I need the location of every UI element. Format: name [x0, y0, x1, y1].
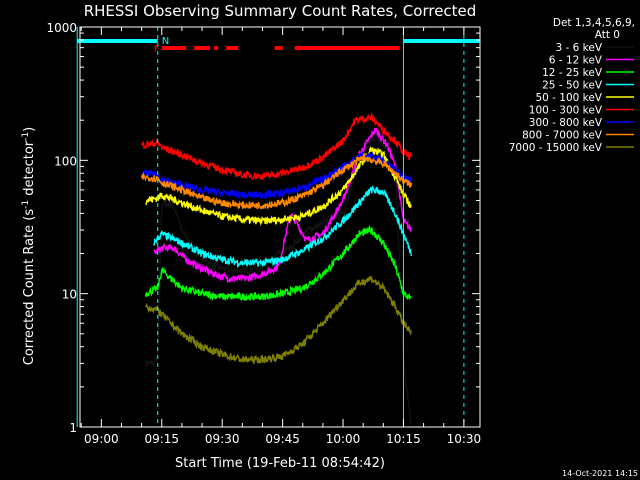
- x-tick-label-7: 10:30: [447, 432, 482, 446]
- night-flag-label: N: [162, 36, 169, 47]
- x-tick-label-5: 10:00: [326, 432, 361, 446]
- series-line-9: [145, 275, 412, 365]
- y-tick-label-3: 100: [54, 154, 77, 168]
- y-axis-label: Corrected Count Rate (s-1 detector-1): [21, 127, 37, 365]
- x-tick-label-1: 09:00: [84, 432, 119, 446]
- legend-label-1: 3 - 6 keV: [555, 42, 602, 54]
- series-line-6: [140, 112, 413, 181]
- x-axis-label: Start Time (19-Feb-11 08:54:42): [175, 456, 385, 471]
- legend-label-2: 6 - 12 keV: [549, 55, 603, 67]
- series-line-2: [153, 127, 413, 284]
- series-line-1: [145, 133, 412, 425]
- chart-title: RHESSI Observing Summary Count Rates, Co…: [84, 2, 477, 20]
- y-tick-label-1: 1: [69, 421, 77, 435]
- svg-text:Corrected Count Rate (s-1 dete: Corrected Count Rate (s-1 detector-1): [21, 127, 37, 365]
- legend-label-8: 800 - 7000 keV: [522, 130, 603, 142]
- x-tick-label-4: 09:45: [265, 432, 300, 446]
- x-tick-label-2: 09:15: [144, 432, 179, 446]
- series-line-8: [140, 152, 413, 210]
- flags-layer: FN: [76, 27, 480, 427]
- y-tick-label-2: 10: [62, 288, 77, 302]
- y-tick-label-4: 1000: [46, 21, 77, 35]
- legend-label-6: 100 - 300 keV: [529, 105, 603, 117]
- legend-label-4: 25 - 50 keV: [542, 80, 603, 92]
- plot-frame: [79, 26, 481, 428]
- series-layer: [140, 112, 413, 425]
- legend-label-3: 12 - 25 keV: [542, 67, 603, 79]
- legend-label-5: 50 - 100 keV: [535, 92, 602, 104]
- legend-label-9: 7000 - 15000 keV: [509, 142, 603, 154]
- legend-header-line-2: Att 0: [595, 29, 620, 41]
- flare-flag-label: F: [154, 44, 160, 55]
- plot-timestamp: 14-Oct-2021 14:15: [562, 469, 638, 478]
- x-tick-label-6: 10:15: [386, 432, 421, 446]
- legend-header-line-1: Det 1,3,4,5,6,9,: [553, 17, 635, 29]
- series-line-4: [153, 185, 413, 269]
- x-tick-label-3: 09:30: [205, 432, 240, 446]
- series-line-3: [145, 224, 412, 302]
- legend-label-7: 300 - 800 keV: [529, 117, 603, 129]
- axes: 1 10 100 1000 09:00 09:15 09:30 09:45 10:00 10:15…: [46, 21, 481, 446]
